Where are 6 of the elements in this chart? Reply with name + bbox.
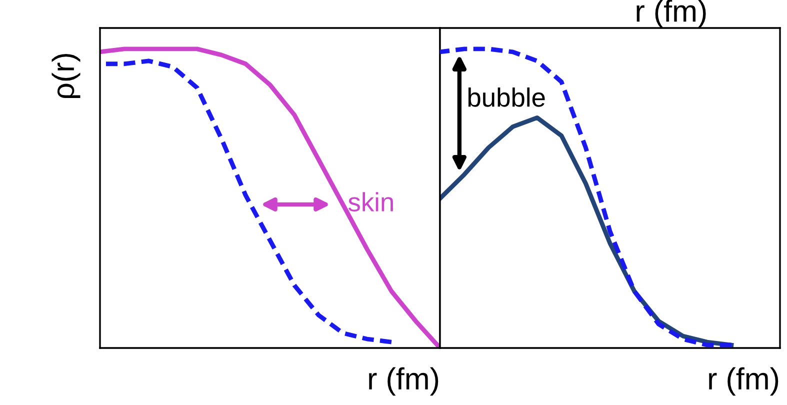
x-axis-title: r (fm) <box>369 367 438 396</box>
chart-title: r (fm) <box>636 0 706 28</box>
x-axis-title: r (fm) <box>709 367 778 396</box>
annotation: bubble <box>468 87 545 107</box>
annotation: skin <box>348 192 393 212</box>
y-axis-title: ρ(r) <box>52 54 80 98</box>
